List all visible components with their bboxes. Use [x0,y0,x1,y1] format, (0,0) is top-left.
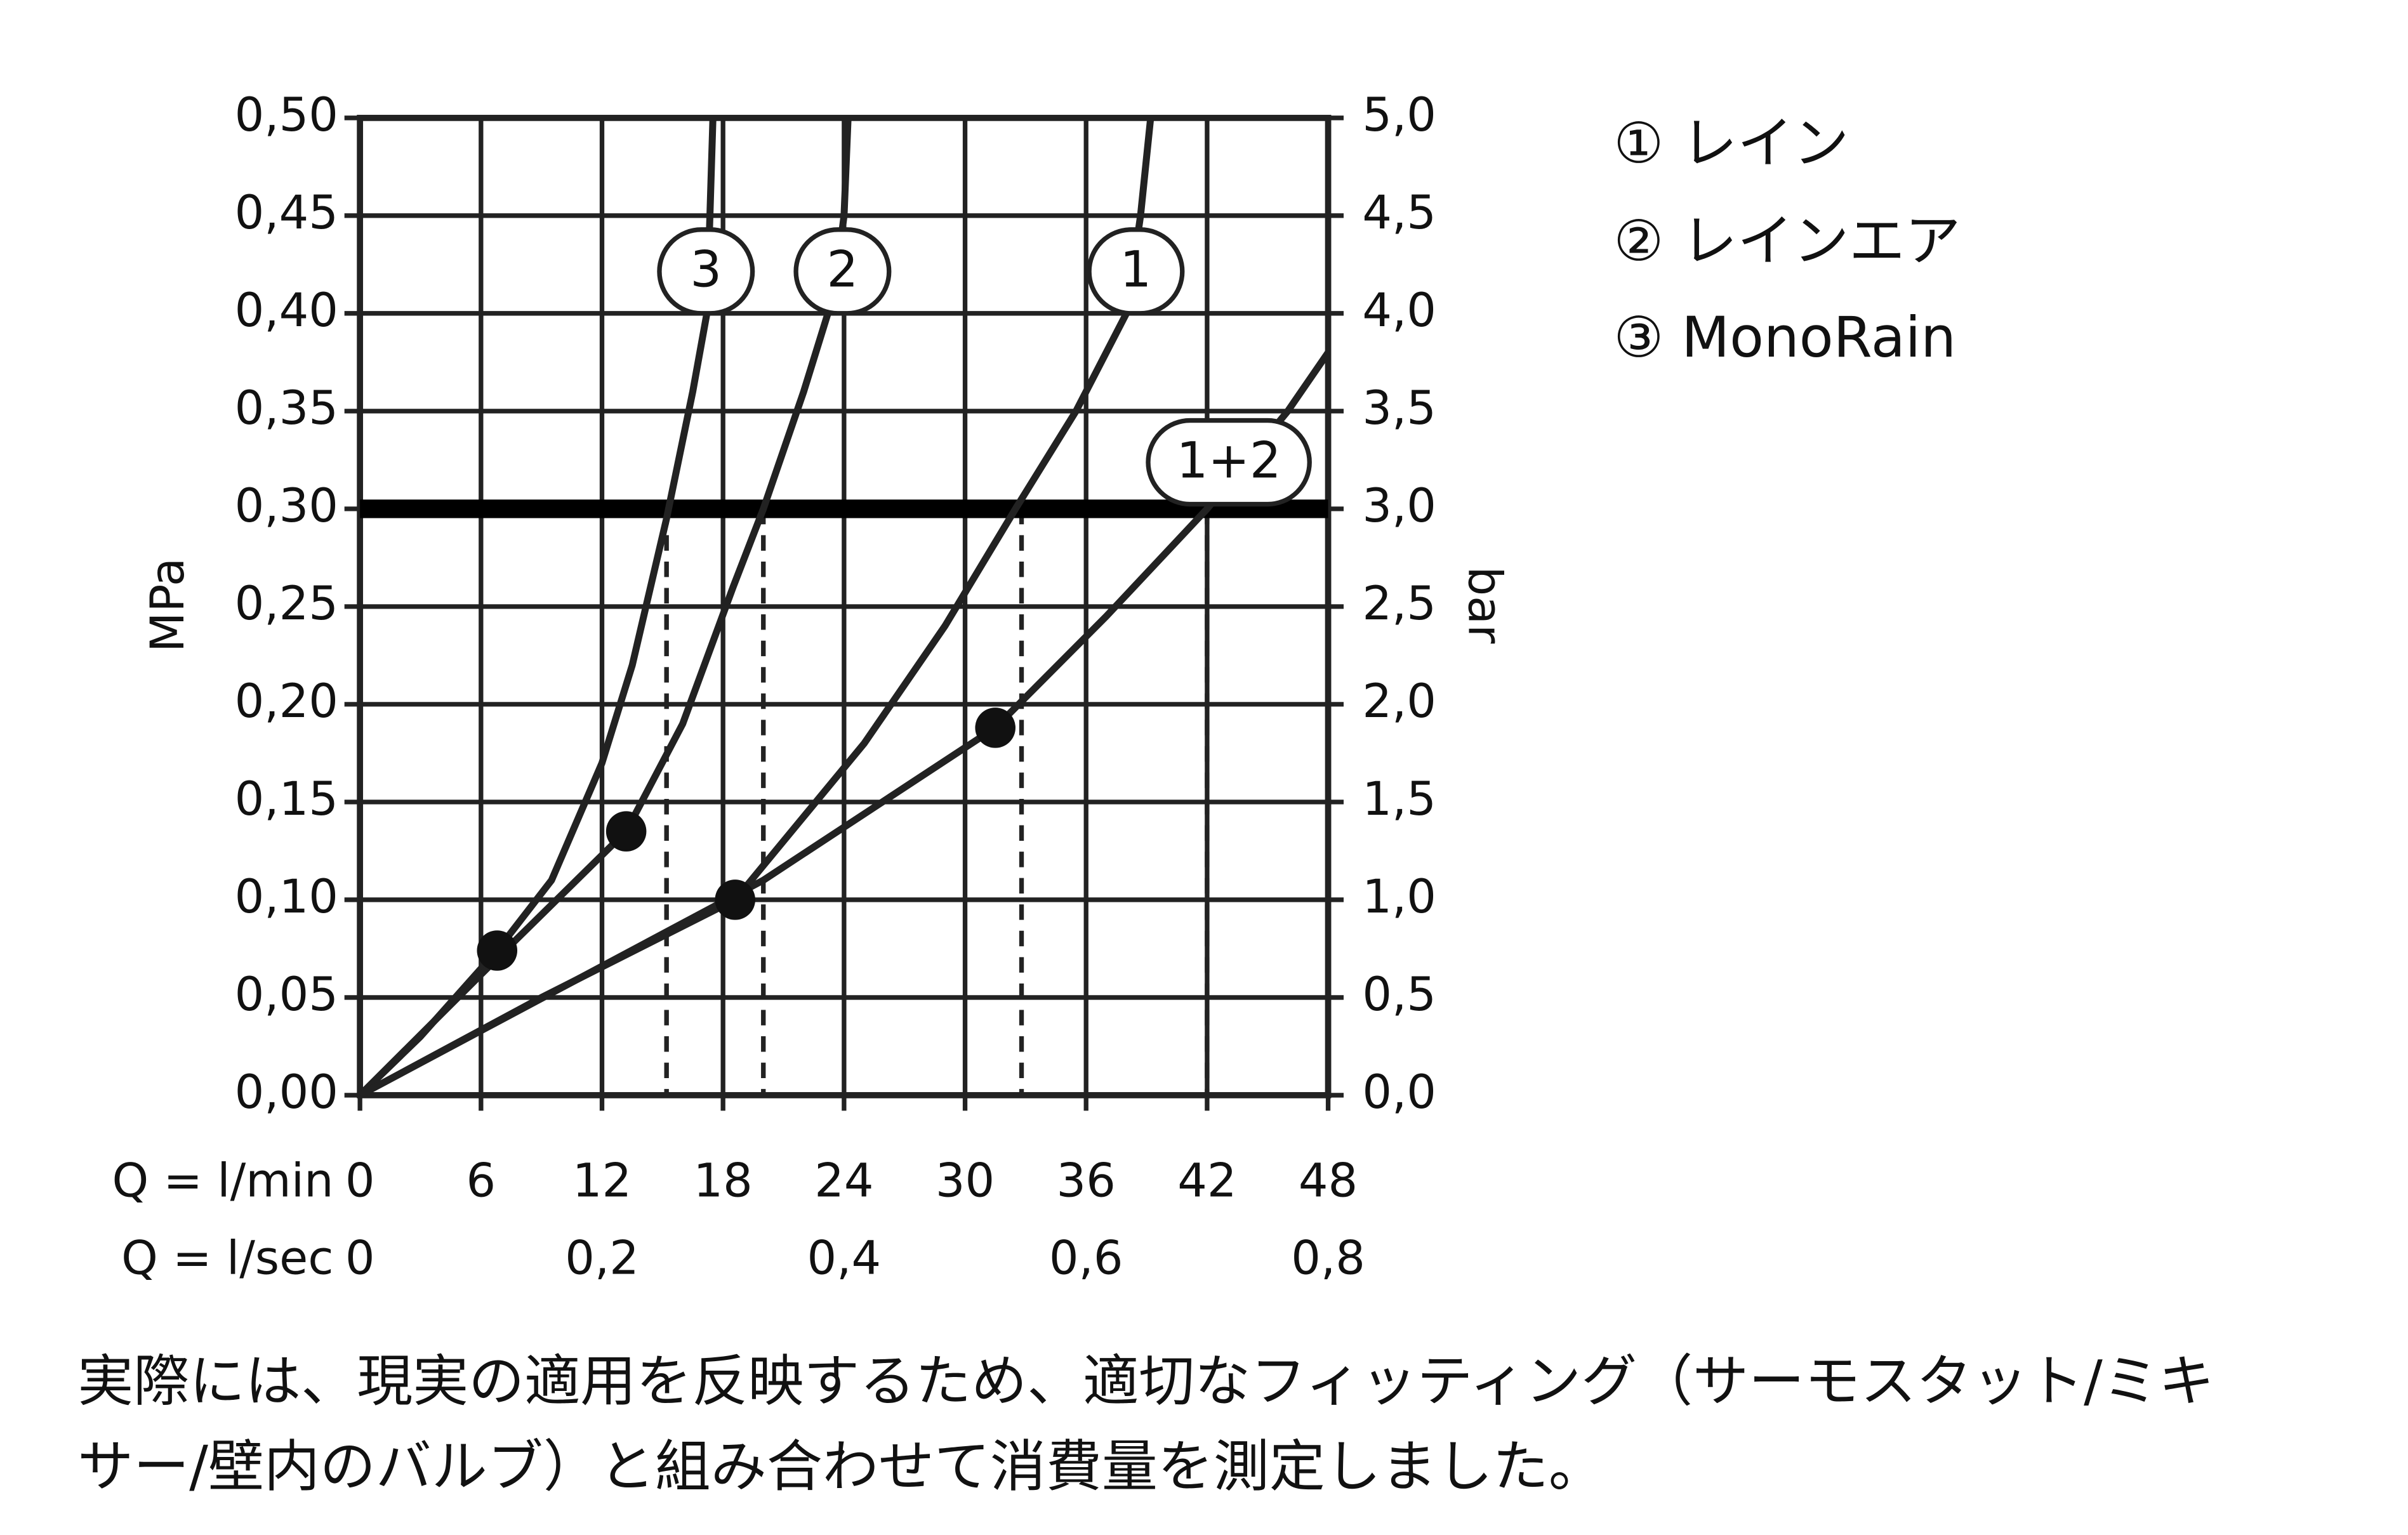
y2-tick-label: 4,5 [1362,186,1436,240]
marker [975,708,1015,748]
y2-tick-label: 0,5 [1362,968,1436,1022]
note: サー/壁内のバルブ）と組み合わせて消費量を測定しました。 [77,1433,1604,1499]
series-label: 2 [827,241,859,299]
x-axis-label: Q = l/min [112,1154,333,1208]
y2-axis-label: bar [1458,567,1512,644]
label-bubble [793,227,892,316]
series-label: 1 [1120,241,1152,299]
y-tick-label: 0,00 [235,1065,338,1119]
x-tick-label: 0 [345,1154,375,1208]
y-tick-label: 0,45 [235,186,338,240]
y2-tick-label: 3,0 [1362,479,1436,533]
x-tick-label: 12 [572,1154,632,1208]
x2-tick-label: 0 [345,1232,375,1286]
x2-tick-label: 0,4 [807,1232,882,1286]
y-tick-label: 0,30 [235,479,338,533]
x2-tick-label: 0,8 [1291,1232,1365,1286]
y-tick-label: 0,40 [235,284,338,338]
label-bubble [1146,418,1312,507]
label-bubble [657,227,755,316]
marker [477,930,518,971]
note: 実際には、現実の適用を反映するため、適切なフィッティング（サーモスタット/ミキ [77,1348,2214,1414]
x2-tick-label: 0,2 [565,1232,639,1286]
y2-tick-label: 2,0 [1362,675,1436,728]
y2-tick-label: 4,0 [1362,284,1436,338]
series-label: 1+2 [1177,432,1281,489]
x-tick-label: 42 [1177,1154,1236,1208]
x2-tick-label: 0,6 [1049,1232,1123,1286]
x-tick-label: 30 [936,1154,995,1208]
y-axis-label: MPa [141,558,195,652]
plot-frame [357,114,1332,1098]
y-tick-label: 0,35 [235,381,338,435]
legend-entry: ② レインエア [1613,208,1961,273]
series-label: 3 [690,241,722,299]
y2-tick-label: 1,0 [1362,870,1436,924]
marker [605,811,647,852]
x-tick-label: 36 [1057,1154,1116,1208]
legend-entry: ③ MonoRain [1613,305,1956,370]
x-tick-label: 6 [466,1154,496,1208]
y-tick-label: 0,05 [235,968,338,1022]
y2-tick-label: 1,5 [1362,772,1436,826]
marker [715,879,756,920]
x2-axis-label: Q = l/sec [121,1232,334,1286]
x-tick-label: 18 [694,1154,753,1208]
y-tick-label: 0,15 [235,772,338,826]
legend-entry: ① レイン [1613,110,1849,176]
y-tick-label: 0,50 [235,88,338,142]
label-bubble [1087,227,1185,316]
y2-tick-label: 0,0 [1362,1065,1436,1119]
y-tick-label: 0,25 [235,577,338,631]
y-tick-label: 0,10 [235,870,338,924]
y2-tick-label: 5,0 [1362,88,1436,142]
y2-tick-label: 3,5 [1362,381,1436,435]
x-tick-label: 24 [814,1154,873,1208]
y-tick-label: 0,20 [235,675,338,728]
y2-tick-label: 2,5 [1362,577,1436,631]
x-tick-label: 48 [1299,1154,1358,1208]
